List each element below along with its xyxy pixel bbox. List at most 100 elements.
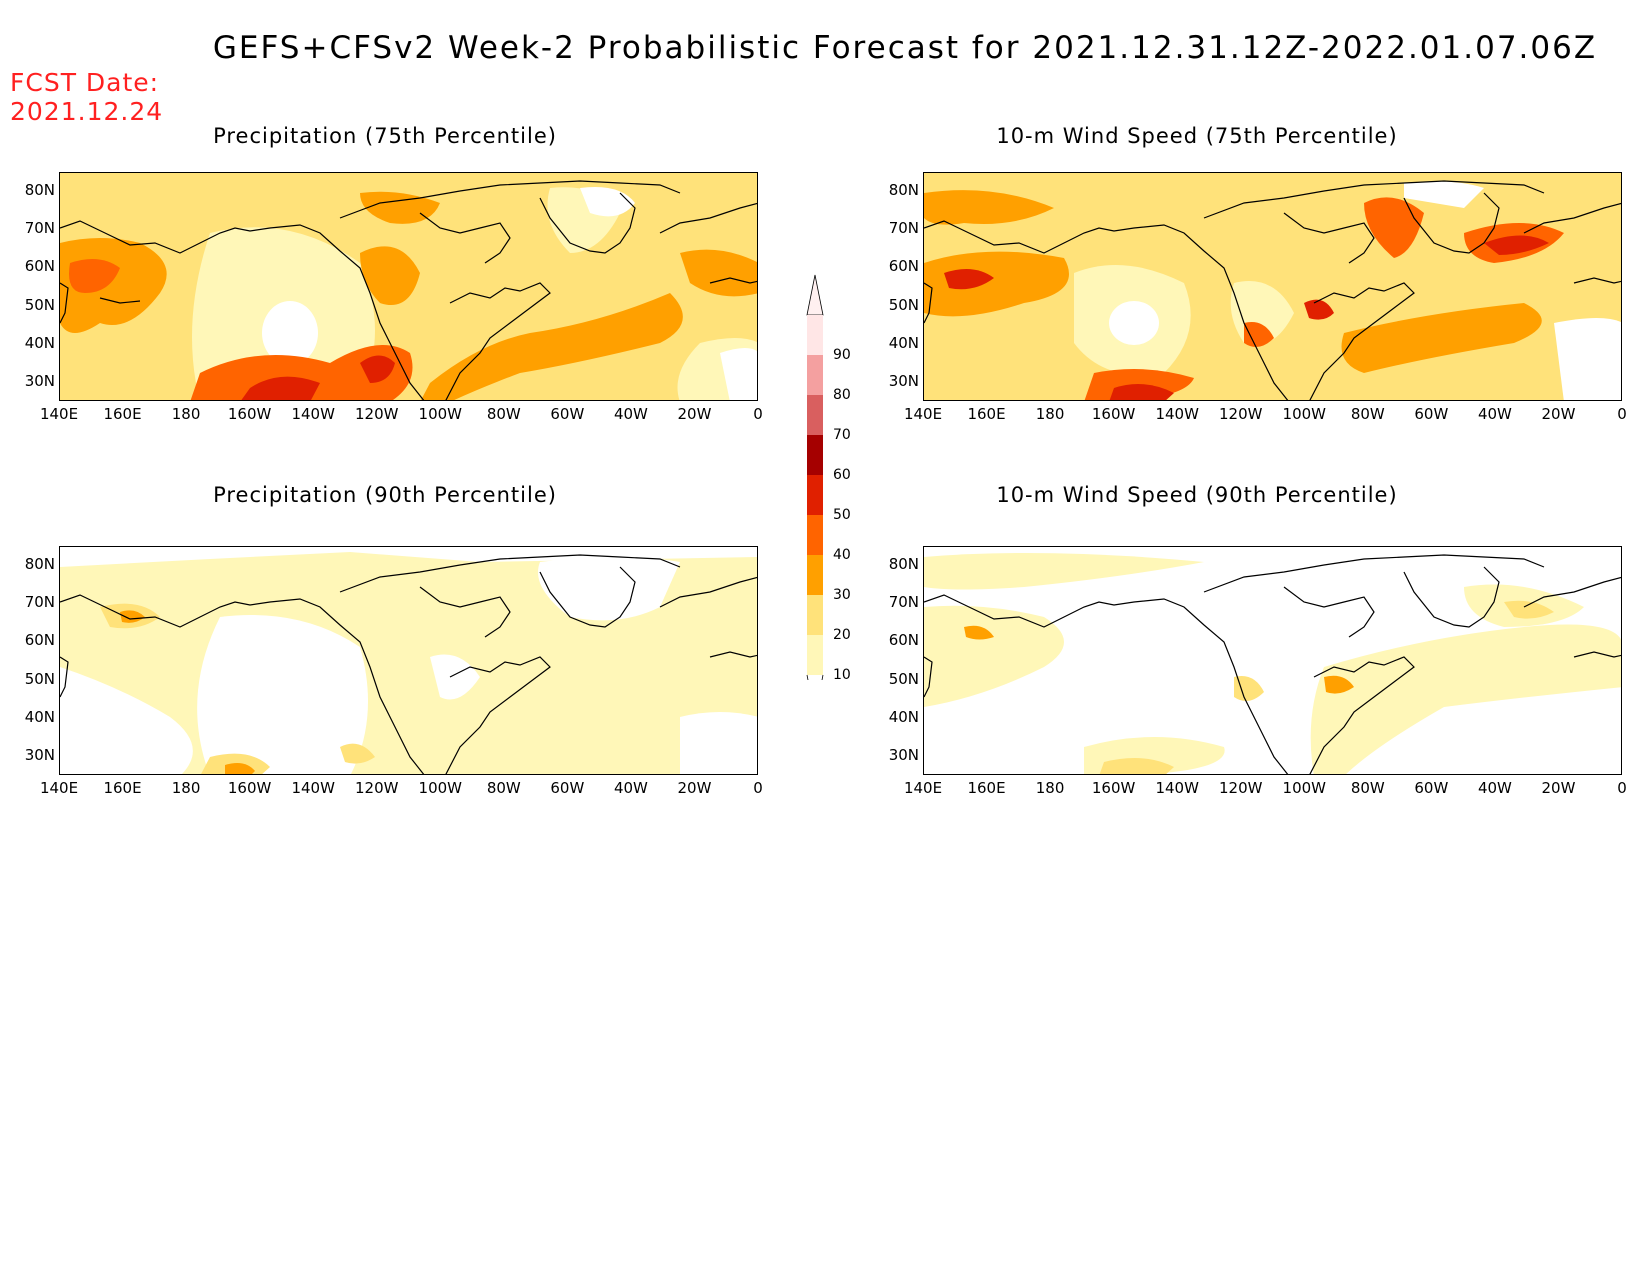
shade-dark-orange: [1244, 322, 1274, 347]
lat-tick-label: 60N: [888, 631, 919, 650]
map-panel-wind90: [923, 546, 1622, 775]
colorbar-segment: [807, 515, 823, 555]
map-wind75-svg: [924, 173, 1621, 400]
lon-tick-label: 140W: [1155, 779, 1199, 797]
lon-tick-label: 160E: [103, 405, 142, 423]
colorbar-segment: [807, 555, 823, 595]
shade-red: [1109, 384, 1174, 400]
lon-tick-label: 160W: [227, 405, 272, 423]
lon-tick-label: 140W: [1155, 405, 1199, 423]
map-panel-precip90: [59, 546, 758, 775]
lon-tick-label: 160E: [967, 405, 1006, 423]
lon-tick-label: 120W: [354, 405, 399, 423]
lat-tick-label: 80N: [24, 181, 55, 200]
shade-red: [360, 355, 395, 383]
colorbar-segments: [806, 274, 824, 680]
shade-white: [1109, 301, 1159, 345]
lat-tick-label: 30N: [888, 745, 919, 764]
colorbar-bottom-arrow: [806, 674, 824, 680]
lat-tick-label: 70N: [888, 219, 919, 238]
lon-tick-label: 40W: [613, 405, 648, 423]
lon-tick-label: 180: [171, 405, 201, 423]
lat-tick-label: 70N: [888, 593, 919, 612]
lon-tick-label: 140E: [903, 405, 943, 423]
shade-white: [1554, 318, 1621, 400]
lon-tick-label: 160W: [1091, 779, 1136, 797]
lon-tick-label: 180: [1035, 405, 1065, 423]
lon-tick-label: 180: [1035, 779, 1065, 797]
lat-tick-label: 70N: [24, 593, 55, 612]
coastlines: [60, 554, 757, 774]
coastlines: [924, 554, 1621, 774]
lon-tick-label: 40W: [1477, 779, 1512, 797]
lon-tick-label: 40W: [613, 779, 648, 797]
lon-tick-label: 80W: [1350, 405, 1385, 423]
lon-tick-label: 60W: [1414, 779, 1449, 797]
panel-title-precip90: Precipitation (90th Percentile): [213, 483, 557, 507]
shade-dark-orange: [69, 259, 120, 293]
shade-white: [262, 301, 318, 365]
colorbar-tick-label: 80: [833, 387, 851, 403]
colorbar: [806, 274, 824, 680]
shade-light-yellow: [924, 605, 1064, 707]
lon-tick-label: 60W: [550, 405, 585, 423]
shade-white: [680, 712, 757, 774]
lon-tick-label: 20W: [677, 779, 712, 797]
colorbar-tick-label: 40: [833, 547, 851, 563]
lat-tick-label: 80N: [888, 555, 919, 574]
shade-white: [430, 654, 480, 700]
lon-tick-label: 60W: [1414, 405, 1449, 423]
lon-tick-label: 80W: [486, 405, 521, 423]
coastlines: [60, 180, 757, 400]
lon-tick-label: 100W: [418, 779, 462, 797]
colorbar-tick-label: 90: [833, 347, 851, 363]
shade-red: [1484, 235, 1549, 255]
shade-white: [197, 615, 368, 774]
shade-orange: [225, 763, 255, 774]
map-precip90-svg: [60, 547, 757, 774]
lat-tick-label: 50N: [888, 295, 919, 314]
colorbar-segment: [807, 395, 823, 435]
shade-white: [60, 547, 757, 567]
map-precip75-svg: [60, 173, 757, 400]
lat-tick-label: 40N: [24, 707, 55, 726]
lat-tick-label: 30N: [24, 371, 55, 390]
shade-dark-orange: [1364, 197, 1424, 258]
shade-red: [944, 269, 994, 290]
colorbar-tick-label: 20: [833, 627, 851, 643]
shade-orange: [360, 246, 420, 305]
colorbar-tick-label: 10: [833, 667, 851, 683]
lon-tick-label: 140E: [39, 405, 79, 423]
shade-white: [60, 667, 193, 774]
lon-tick-label: 20W: [677, 405, 712, 423]
forecast-date-value: 2021.12.24: [10, 97, 164, 126]
shade-yellow: [340, 743, 375, 764]
map-wind90-svg: [924, 547, 1621, 774]
lon-tick-label: 140W: [291, 779, 335, 797]
colorbar-segment: [807, 595, 823, 635]
coastlines: [924, 180, 1621, 400]
lat-tick-label: 80N: [888, 181, 919, 200]
colorbar-segment: [807, 315, 823, 355]
shade-yellow: [1234, 676, 1264, 701]
lon-tick-label: 0: [753, 779, 763, 797]
lon-tick-label: 140W: [291, 405, 335, 423]
lon-tick-label: 160W: [227, 779, 272, 797]
lat-tick-label: 40N: [888, 707, 919, 726]
lon-tick-label: 100W: [1282, 779, 1326, 797]
lat-tick-label: 30N: [24, 745, 55, 764]
lon-tick-label: 80W: [1350, 779, 1385, 797]
lon-tick-label: 140E: [903, 779, 943, 797]
shade-orange: [120, 610, 145, 623]
lat-tick-label: 40N: [24, 333, 55, 352]
colorbar-segment: [807, 635, 823, 675]
shade-yellow: [1504, 600, 1554, 619]
shade-white: [1404, 181, 1484, 208]
lon-tick-label: 120W: [1218, 405, 1263, 423]
lon-tick-label: 160W: [1091, 405, 1136, 423]
shade-red: [1304, 299, 1334, 320]
forecast-date-label: FCST Date:: [10, 68, 160, 97]
colorbar-tick-label: 30: [833, 587, 851, 603]
lat-tick-label: 50N: [24, 669, 55, 688]
forecast-date-block: FCST Date: 2021.12.24: [10, 68, 163, 126]
